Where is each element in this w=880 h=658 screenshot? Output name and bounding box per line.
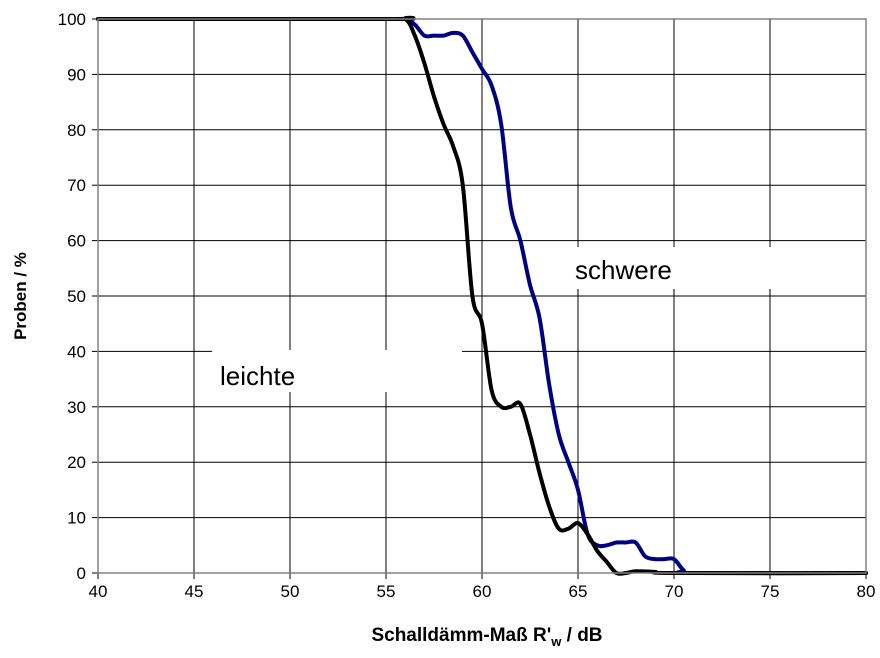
y-tick-label: 0 [77, 564, 86, 583]
x-axis-title-sub: w [550, 634, 562, 649]
x-tick-label: 45 [185, 582, 204, 601]
grid [97, 18, 867, 574]
y-tick-label: 90 [67, 65, 86, 84]
y-tick-label: 70 [67, 176, 86, 195]
x-tick-label: 50 [281, 582, 300, 601]
y-axis-title: Proben / % [11, 252, 30, 340]
x-tick-label: 80 [857, 582, 876, 601]
x-tick-label: 65 [569, 582, 588, 601]
x-axis-title-unit: / dB [561, 625, 602, 646]
label-box-schwere [552, 247, 772, 289]
y-tick-label: 100 [58, 10, 86, 29]
y-tick-label: 80 [67, 121, 86, 140]
axis-ticks: 0 10 20 30 40 50 60 70 80 90 100 40 45 50 55 60 65 70 75 80 [58, 10, 876, 601]
series-line-schwere [96, 16, 868, 576]
plot-frame [97, 18, 867, 574]
y-tick-label: 60 [67, 232, 86, 251]
series-group [96, 15, 868, 576]
series-line-leichte [96, 15, 868, 576]
y-tick-label: 30 [67, 398, 86, 417]
x-tick-label: 70 [665, 582, 684, 601]
y-tick-label: 50 [67, 287, 86, 306]
y-tick-label: 40 [67, 342, 86, 361]
x-axis-title-main: Schalldämm-Maß R' [371, 625, 551, 646]
y-tick-label: 10 [67, 509, 86, 528]
x-axis-title: Schalldämm-Maß R'w / dB [371, 625, 602, 649]
label-leichte: leichte [220, 361, 295, 391]
x-tick-label: 40 [89, 582, 108, 601]
x-tick-label: 55 [377, 582, 396, 601]
x-tick-label: 60 [473, 582, 492, 601]
label-box-leichte [212, 350, 462, 392]
x-tick-label: 75 [761, 582, 780, 601]
label-schwere: schwere [575, 255, 672, 285]
y-tick-label: 20 [67, 453, 86, 472]
